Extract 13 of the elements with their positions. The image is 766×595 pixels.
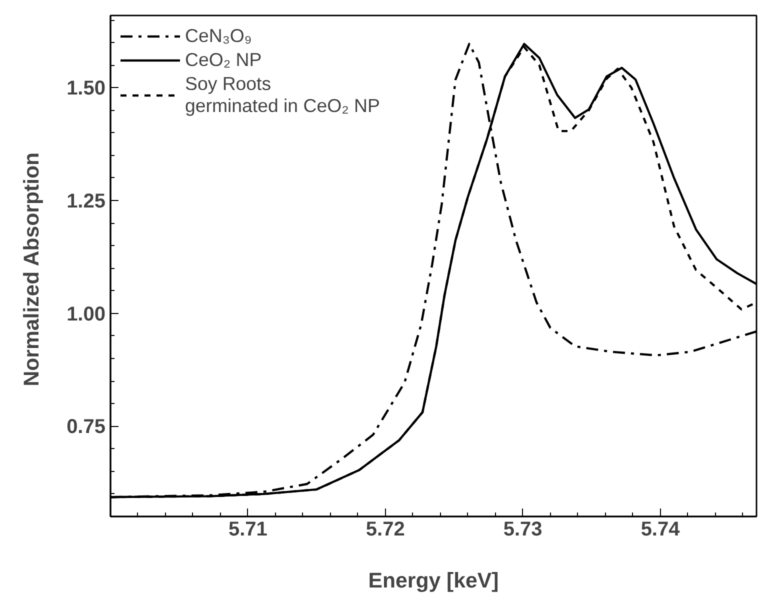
legend-label: CeN₃O₉: [185, 25, 252, 47]
y-axis-title: Normalized Absorption: [20, 152, 44, 386]
x-tick-label: 5.71: [228, 518, 268, 540]
x-tick-label: 5.73: [503, 518, 542, 540]
y-tick-label: 1.50: [66, 78, 106, 100]
legend-label: CeO₂ NP: [185, 49, 262, 71]
y-tick-label: 1.00: [66, 303, 106, 326]
x-tick-label: 5.74: [640, 518, 681, 540]
legend-label: Soy Roots germinated in CeO₂ NP: [185, 73, 380, 117]
y-tick-label: 1.25: [66, 190, 106, 213]
y-tick-label: 0.75: [66, 416, 106, 438]
x-tick-label: 5.72: [366, 518, 405, 540]
x-axis-title: Energy [keV]: [368, 568, 499, 592]
